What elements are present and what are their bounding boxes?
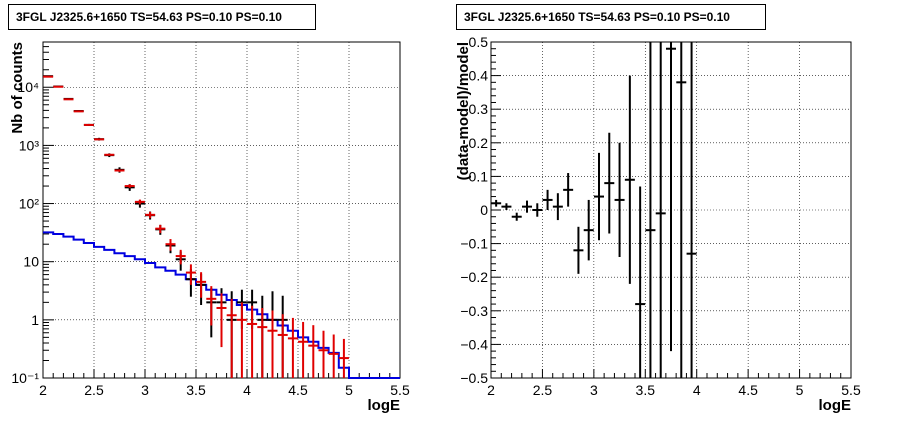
right-y-tick-label: 0.5 xyxy=(469,34,489,50)
left-y-tick-label: 10² xyxy=(19,196,40,212)
left-y-tick-label: 10⁴ xyxy=(17,79,39,95)
right-y-tick-label: −0.2 xyxy=(460,269,488,285)
left-y-tick-label: 10 xyxy=(23,254,39,270)
right-y-tick-label: 0 xyxy=(480,202,488,218)
left-x-tick-label: 2 xyxy=(39,382,47,398)
right-x-tick-label: 3 xyxy=(590,382,598,398)
left-plot xyxy=(42,41,401,379)
left-x-axis-title: logE xyxy=(368,397,401,414)
right-y-tick-label: −0.5 xyxy=(460,370,488,386)
right-y-tick-label: 0.2 xyxy=(469,135,489,151)
right-x-tick-label: 4.5 xyxy=(738,382,758,398)
right-y-axis-title: (data-model)/model xyxy=(455,42,472,180)
left-x-tick-label: 4.5 xyxy=(288,382,308,398)
right-y-tick-label: −0.1 xyxy=(460,236,488,252)
right-x-tick-label: 2.5 xyxy=(533,382,553,398)
right-y-tick-label: 0.3 xyxy=(469,101,489,117)
right-plot-title: 3FGL J2325.6+1650 TS=54.63 PS=0.10 PS=0.… xyxy=(456,4,766,30)
left-x-tick-label: 3.5 xyxy=(186,382,206,398)
right-x-tick-label: 2 xyxy=(487,382,495,398)
right-y-tick-label: 0.4 xyxy=(469,68,489,84)
right-x-axis-title: logE xyxy=(819,397,852,414)
left-x-tick-label: 2.5 xyxy=(84,382,104,398)
left-x-tick-label: 5 xyxy=(345,382,353,398)
right-plot xyxy=(490,41,852,379)
left-y-tick-label: 1 xyxy=(31,312,39,328)
left-y-tick-label: 10⁻¹ xyxy=(11,370,39,386)
left-x-tick-label: 3 xyxy=(141,382,149,398)
left-y-tick-label: 10³ xyxy=(19,137,40,153)
right-y-tick-label: −0.3 xyxy=(460,303,488,319)
left-x-tick-label: 5.5 xyxy=(390,382,410,398)
left-plot-frame xyxy=(42,41,401,379)
right-x-tick-label: 3.5 xyxy=(636,382,656,398)
left-plot-title: 3FGL J2325.6+1650 TS=54.63 PS=0.10 PS=0.… xyxy=(8,4,316,30)
right-x-tick-label: 5.5 xyxy=(841,382,861,398)
right-y-tick-label: −0.4 xyxy=(460,336,488,352)
left-y-axis-title: Nb of counts xyxy=(9,42,26,134)
right-y-tick-label: 0.1 xyxy=(469,168,489,184)
right-x-tick-label: 4 xyxy=(693,382,701,398)
right-x-tick-label: 5 xyxy=(796,382,804,398)
left-x-tick-label: 4 xyxy=(243,382,251,398)
